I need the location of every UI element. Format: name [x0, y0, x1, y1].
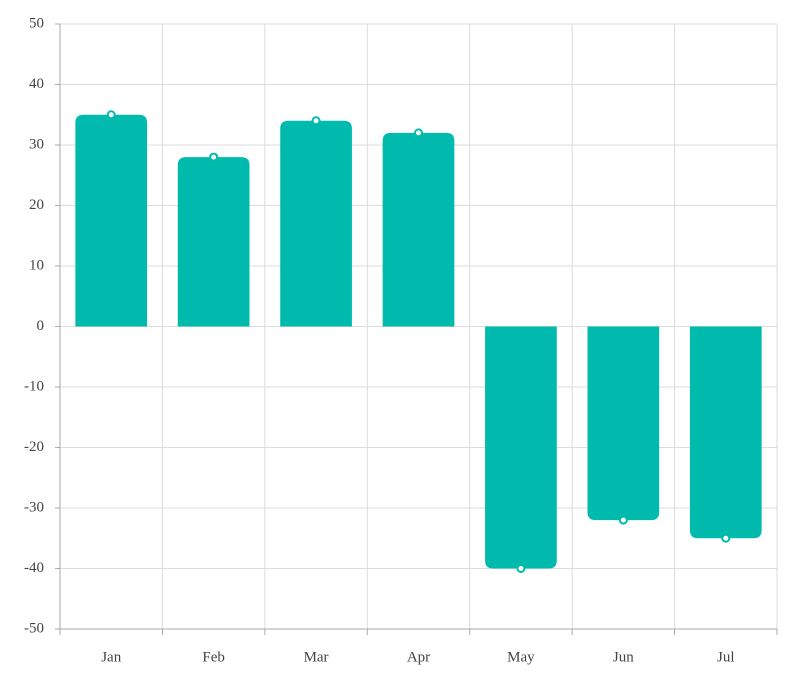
y-tick-label: -30: [24, 499, 44, 515]
bar: [485, 326, 557, 569]
bar-marker: [414, 128, 423, 138]
bar-marker: [618, 515, 628, 525]
y-tick-label: 50: [29, 15, 44, 31]
y-tick-label: -10: [24, 378, 44, 394]
y-tick-label: 40: [29, 76, 44, 92]
x-tick-label: Jun: [613, 649, 634, 665]
x-tick-label: Jan: [101, 649, 121, 665]
y-tick-label: 0: [37, 318, 45, 334]
x-tick-label: Apr: [407, 649, 430, 665]
y-tick-label: 20: [29, 197, 44, 213]
y-tick-label: 30: [29, 136, 44, 152]
bar: [75, 114, 148, 327]
x-tick-label: Feb: [202, 649, 225, 665]
x-tick-label: Jul: [717, 649, 735, 665]
bar: [177, 157, 250, 327]
x-tick-label: Mar: [304, 649, 329, 665]
bar-marker: [311, 116, 321, 126]
bar-marker: [721, 533, 731, 543]
bar-marker: [209, 152, 219, 162]
bar: [280, 120, 352, 327]
y-tick-label: -50: [24, 620, 44, 636]
bar: [689, 326, 762, 539]
y-tick-label: -40: [24, 560, 44, 576]
bar-marker: [106, 110, 116, 120]
x-tick-label: May: [507, 649, 535, 665]
bar: [587, 326, 660, 521]
y-tick-label: -20: [24, 439, 44, 455]
bar: [382, 132, 455, 327]
y-tick-label: 10: [29, 257, 44, 273]
bar-marker: [516, 564, 526, 573]
